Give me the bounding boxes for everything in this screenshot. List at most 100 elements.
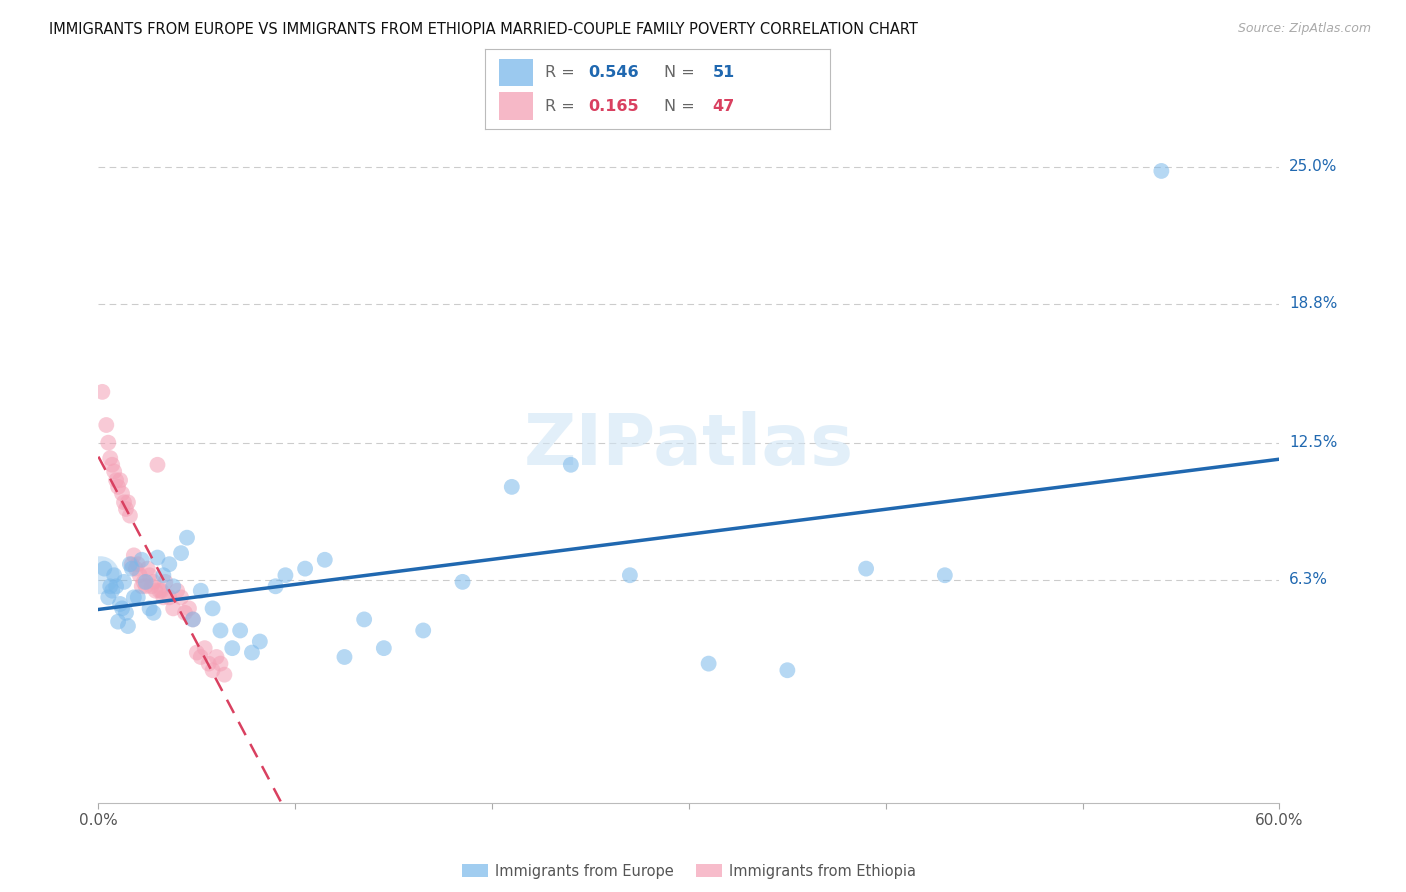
- Point: [103, 568, 125, 582]
- Point: [170, 591, 193, 605]
- Point: [125, 561, 148, 575]
- Point: [294, 561, 316, 575]
- Point: [112, 495, 135, 509]
- Text: R =: R =: [546, 98, 575, 113]
- Point: [101, 458, 124, 472]
- Point: [98, 579, 121, 593]
- Point: [373, 641, 395, 656]
- Point: [205, 650, 228, 665]
- Point: [776, 663, 799, 677]
- Legend: Immigrants from Europe, Immigrants from Ethiopia: Immigrants from Europe, Immigrants from …: [456, 858, 922, 885]
- Point: [135, 574, 157, 589]
- Point: [229, 624, 252, 638]
- Point: [138, 568, 160, 582]
- Point: [111, 601, 134, 615]
- Point: [146, 458, 169, 472]
- Text: 25.0%: 25.0%: [1289, 159, 1337, 174]
- Point: [264, 579, 287, 593]
- Point: [107, 615, 129, 629]
- Point: [93, 561, 115, 575]
- Point: [1150, 164, 1173, 178]
- Point: [170, 546, 193, 560]
- Point: [157, 591, 180, 605]
- Point: [240, 646, 263, 660]
- Point: [89, 568, 111, 582]
- Point: [209, 657, 232, 671]
- Point: [221, 641, 243, 656]
- Point: [162, 601, 184, 615]
- Point: [146, 550, 169, 565]
- Text: 0.546: 0.546: [588, 65, 640, 80]
- Point: [136, 561, 159, 575]
- Point: [353, 612, 375, 626]
- Point: [138, 601, 160, 615]
- Bar: [499, 93, 533, 120]
- Point: [103, 464, 125, 478]
- Point: [127, 558, 149, 572]
- Point: [412, 624, 434, 638]
- Point: [97, 591, 120, 605]
- Point: [118, 558, 141, 572]
- Point: [117, 619, 139, 633]
- Text: ZIPatlas: ZIPatlas: [524, 411, 853, 481]
- Point: [934, 568, 956, 582]
- Point: [201, 601, 224, 615]
- Point: [122, 549, 145, 563]
- Point: [131, 553, 153, 567]
- Point: [314, 553, 336, 567]
- Point: [128, 568, 150, 582]
- Point: [118, 508, 141, 523]
- Point: [105, 579, 128, 593]
- Point: [107, 480, 129, 494]
- Text: 51: 51: [713, 65, 735, 80]
- Bar: [499, 59, 533, 86]
- Point: [152, 568, 174, 582]
- Text: IMMIGRANTS FROM EUROPE VS IMMIGRANTS FROM ETHIOPIA MARRIED-COUPLE FAMILY POVERTY: IMMIGRANTS FROM EUROPE VS IMMIGRANTS FRO…: [49, 22, 918, 37]
- Point: [135, 579, 157, 593]
- Text: 47: 47: [713, 98, 735, 113]
- Point: [155, 574, 177, 589]
- Point: [619, 568, 641, 582]
- Point: [174, 606, 197, 620]
- Point: [121, 561, 143, 575]
- Point: [697, 657, 720, 671]
- Point: [122, 591, 145, 605]
- Point: [105, 473, 128, 487]
- Point: [96, 417, 118, 432]
- Point: [115, 502, 138, 516]
- Text: Source: ZipAtlas.com: Source: ZipAtlas.com: [1237, 22, 1371, 36]
- Point: [148, 583, 170, 598]
- Point: [166, 583, 188, 598]
- Point: [190, 583, 212, 598]
- Point: [91, 384, 114, 399]
- Point: [121, 558, 143, 572]
- Point: [115, 606, 138, 620]
- Point: [209, 624, 232, 638]
- Text: N =: N =: [664, 98, 695, 113]
- Point: [112, 574, 135, 589]
- Point: [142, 606, 165, 620]
- Point: [451, 574, 474, 589]
- Point: [177, 601, 200, 615]
- Point: [194, 641, 217, 656]
- Point: [97, 435, 120, 450]
- Point: [111, 486, 134, 500]
- Text: 6.3%: 6.3%: [1289, 572, 1329, 587]
- Text: 12.5%: 12.5%: [1289, 435, 1337, 450]
- Point: [141, 579, 163, 593]
- Point: [197, 657, 219, 671]
- Point: [142, 574, 165, 589]
- Point: [274, 568, 297, 582]
- Point: [150, 583, 173, 598]
- Text: N =: N =: [664, 65, 695, 80]
- Point: [132, 574, 155, 589]
- Text: 0.165: 0.165: [588, 98, 640, 113]
- Point: [214, 667, 236, 681]
- Point: [249, 634, 271, 648]
- Point: [560, 458, 582, 472]
- Point: [181, 612, 204, 626]
- Point: [127, 591, 149, 605]
- Point: [108, 597, 131, 611]
- Point: [108, 473, 131, 487]
- Point: [98, 451, 121, 466]
